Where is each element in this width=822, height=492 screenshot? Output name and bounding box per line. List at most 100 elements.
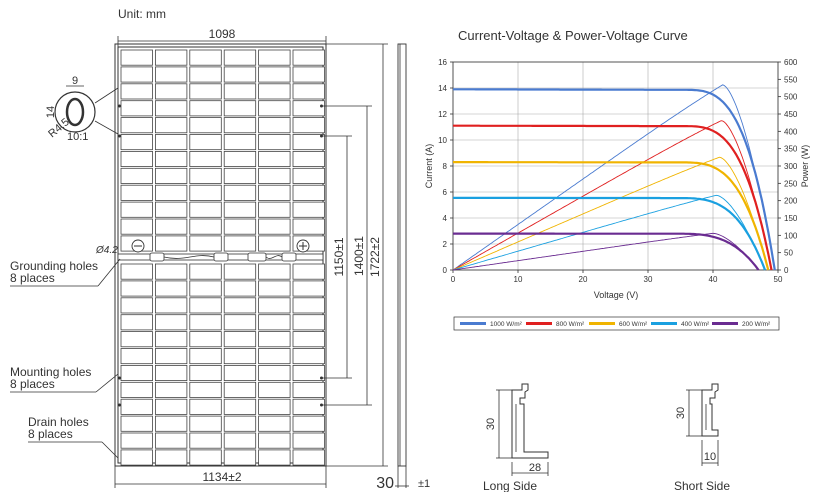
solar-cell (154, 150, 188, 167)
unit-label: Unit: mm (118, 7, 166, 21)
y2-tick-label: 500 (784, 93, 798, 102)
solar-cell (189, 83, 222, 100)
solar-cell (154, 201, 188, 218)
solar-cell (258, 415, 291, 432)
solar-cell (120, 150, 153, 167)
iv-curve (453, 161, 770, 271)
pv-curve (452, 232, 759, 271)
detail-scale: 10:1 (67, 131, 88, 143)
solar-cell (154, 49, 188, 66)
solar-cell (154, 297, 188, 314)
long-profile-height: 30 (485, 418, 497, 430)
iv-curve (453, 88, 776, 271)
solar-cell (189, 263, 222, 280)
solar-cell (258, 150, 291, 167)
callout-mounting-line2: 8 places (10, 377, 55, 391)
legend-label: 200 W/m² (742, 321, 771, 328)
solar-cell (258, 449, 291, 466)
solar-cell (120, 49, 153, 66)
solar-cell (223, 167, 257, 184)
solar-cell (258, 348, 291, 365)
legend-label: 400 W/m² (681, 321, 710, 328)
x-tick-label: 50 (774, 275, 783, 284)
x-tick-label: 30 (644, 275, 653, 284)
solar-cell (120, 66, 153, 83)
solar-cell (258, 167, 291, 184)
solar-cell (154, 398, 188, 415)
solar-cell (223, 331, 257, 348)
short-side-label: Short Side (674, 479, 730, 492)
solar-cell (223, 348, 257, 365)
y-tick-label: 0 (443, 266, 448, 275)
solar-cell (258, 134, 291, 151)
legend-label: 600 W/m² (619, 321, 648, 328)
callout-mounting: Mounting holes 8 places (10, 365, 119, 393)
top-width-label: 1098 (209, 27, 236, 41)
solar-cell (223, 66, 257, 83)
solar-cell (189, 331, 222, 348)
detail-width: 9 (72, 75, 78, 87)
solar-cell (189, 398, 222, 415)
callout-mounting-line1: Mounting holes (10, 365, 91, 379)
top-width-dimension: 1098 (117, 27, 327, 48)
solar-cell (258, 297, 291, 314)
solar-cell (154, 449, 188, 466)
pv-curve (452, 120, 772, 271)
solar-cell (292, 117, 325, 134)
solar-cell (292, 66, 325, 83)
height-dimensions: 1150±1 1400±1 1722±2 (323, 43, 388, 467)
solar-cell (154, 432, 188, 449)
solar-cell (154, 314, 188, 331)
solar-cell (120, 218, 153, 235)
mounting-hole (118, 134, 121, 138)
solar-cell (154, 83, 188, 100)
solar-cell (223, 150, 257, 167)
bottom-width-label: 1134±2 (202, 470, 241, 484)
solar-cell (189, 297, 222, 314)
junction-box (281, 252, 297, 262)
cable (265, 255, 283, 259)
solar-cell (292, 167, 325, 184)
junction-box (149, 252, 165, 262)
solar-cell (223, 415, 257, 432)
bottom-width-dimension: 1134±2 (114, 466, 327, 488)
solar-cell (223, 297, 257, 314)
y-axis-label: Current (A) (424, 144, 434, 189)
y2-tick-label: 200 (784, 197, 798, 206)
solar-cell (223, 398, 257, 415)
solar-cell (292, 100, 325, 117)
solar-cell (258, 100, 291, 117)
solar-cell (292, 364, 325, 381)
solar-cell (292, 218, 325, 235)
solar-cell (292, 201, 325, 218)
solar-cell (189, 201, 222, 218)
short-profile-height: 30 (675, 407, 687, 419)
dim-1150: 1150±1 (332, 237, 346, 276)
mounting-hole (320, 134, 323, 138)
solar-cell (189, 415, 222, 432)
callout-grounding: Grounding holes 8 places (10, 258, 121, 287)
solar-cell (258, 201, 291, 218)
solar-cell (258, 235, 291, 252)
y2-axis-label: Power (W) (800, 145, 810, 188)
mounting-hole (320, 104, 323, 108)
solar-cell (223, 218, 257, 235)
solar-cell (189, 184, 222, 201)
solar-cell (223, 134, 257, 151)
solar-cell (258, 364, 291, 381)
solar-cell (154, 280, 188, 297)
y2-tick-label: 100 (784, 231, 798, 240)
junction-box (247, 252, 267, 262)
solar-cell (292, 297, 325, 314)
solar-cell (120, 314, 153, 331)
solar-cell (154, 167, 188, 184)
pv-curve (452, 194, 766, 271)
solar-cell (189, 364, 222, 381)
dim-1722: 1722±2 (368, 237, 382, 277)
y-tick-label: 10 (438, 136, 447, 145)
legend-label: 800 W/m² (556, 321, 585, 328)
solar-cell (223, 184, 257, 201)
solar-cell (292, 331, 325, 348)
y-tick-label: 2 (443, 240, 448, 249)
solar-cell (189, 100, 222, 117)
